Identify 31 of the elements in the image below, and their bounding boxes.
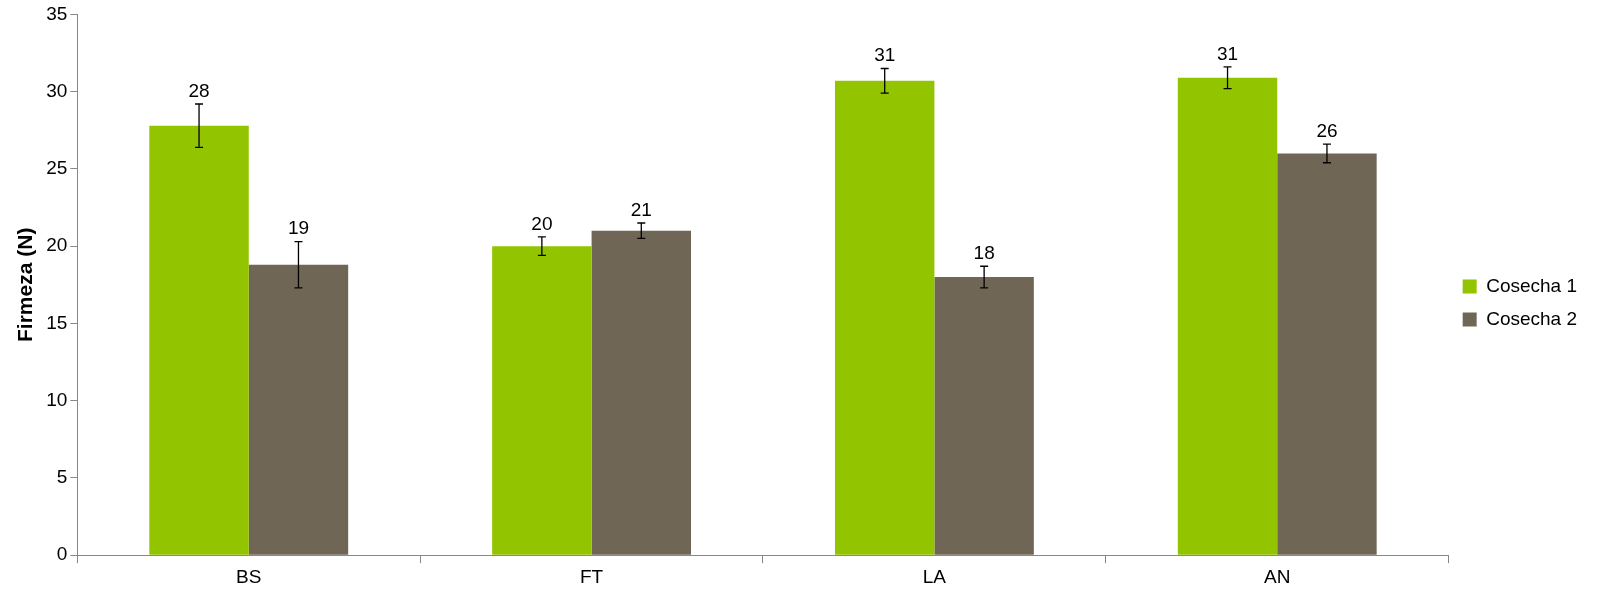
x-tick-label: FT (579, 565, 604, 587)
legend-label: Cosecha 2 (1486, 307, 1578, 329)
bar (149, 125, 249, 555)
data-label: 28 (188, 79, 210, 101)
y-tick-label: 0 (56, 543, 68, 565)
data-label: 19 (287, 217, 310, 239)
y-tick-label: 35 (46, 2, 68, 24)
data-label: 21 (630, 198, 652, 220)
data-label: 26 (1316, 119, 1338, 141)
bar (492, 246, 592, 555)
y-tick-label: 15 (46, 311, 68, 333)
bar (1277, 153, 1377, 555)
y-tick-label: 20 (46, 234, 68, 256)
data-label: 18 (973, 241, 995, 263)
bar (835, 80, 935, 555)
data-label: 20 (531, 212, 553, 234)
y-axis-title: Firmeza (N) (13, 227, 37, 342)
x-tick-label: AN (1264, 565, 1291, 587)
legend-label: Cosecha 1 (1486, 274, 1578, 296)
bar (934, 277, 1034, 555)
y-tick-label: 5 (56, 466, 68, 488)
data-label: 31 (874, 44, 896, 66)
x-tick-label: BS (236, 565, 262, 587)
y-tick-label: 25 (46, 157, 68, 179)
x-tick-label: LA (922, 565, 947, 587)
bar (1177, 77, 1278, 555)
data-label: 31 (1216, 42, 1239, 64)
bar (591, 230, 692, 555)
y-tick-label: 30 (46, 79, 68, 101)
bar (248, 264, 349, 555)
y-tick-label: 10 (46, 388, 68, 410)
